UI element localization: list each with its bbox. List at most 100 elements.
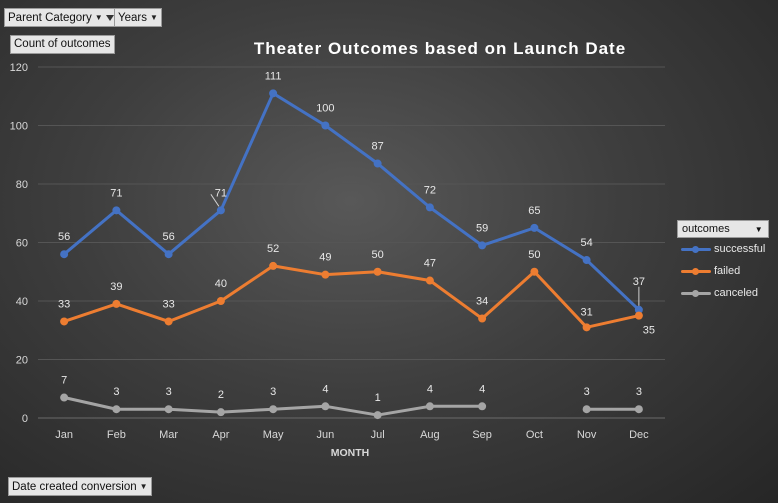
data-label-successful: 100 (316, 103, 334, 115)
axis-field-label: Date created conversion (12, 481, 137, 493)
data-label-canceled: 3 (636, 386, 642, 398)
x-tick-label: Feb (107, 429, 126, 441)
data-point-successful (60, 250, 69, 259)
legend-marker (692, 290, 699, 297)
y-tick-label: 60 (16, 238, 28, 250)
data-point-failed (425, 276, 434, 285)
x-tick-label: Jan (55, 429, 73, 441)
data-label-successful: 56 (58, 231, 70, 243)
data-point-successful (216, 206, 225, 215)
y-tick-label: 0 (22, 413, 28, 425)
data-label-failed: 47 (424, 258, 436, 270)
legend-label: failed (714, 265, 741, 277)
dropdown-arrow-icon: ▼ (139, 482, 148, 491)
data-point-successful (269, 89, 278, 98)
legend-item-failed[interactable]: failed (677, 260, 777, 282)
legend-item-successful[interactable]: successful (677, 238, 777, 260)
data-point-canceled (582, 405, 591, 414)
legend-item-canceled[interactable]: canceled (677, 282, 777, 304)
data-label-failed: 40 (215, 278, 227, 290)
data-label-canceled: 2 (218, 389, 224, 401)
data-point-successful (634, 305, 643, 314)
data-label-successful: 72 (424, 184, 436, 196)
legend-title: outcomes (682, 223, 730, 235)
years-filter-button[interactable]: Years ▼ (114, 8, 162, 27)
value-field-button[interactable]: Count of outcomes (10, 35, 115, 54)
legend-marker (692, 246, 699, 253)
data-point-canceled (373, 411, 382, 420)
axis-field-button[interactable]: Date created conversion ▼ (8, 477, 152, 496)
data-label-failed: 31 (581, 306, 593, 318)
data-point-canceled (425, 402, 434, 411)
data-point-successful (321, 121, 330, 130)
data-point-canceled (634, 405, 643, 414)
y-tick-label: 40 (16, 296, 28, 308)
data-label-successful: 59 (476, 222, 488, 234)
data-label-failed: 39 (110, 281, 122, 293)
data-point-failed (373, 267, 382, 276)
data-point-failed (321, 270, 330, 279)
x-tick-label: Sep (472, 429, 492, 441)
filter-funnel-icon (105, 15, 114, 21)
data-label-failed: 33 (163, 298, 175, 310)
data-point-canceled (164, 405, 173, 414)
gridlines (38, 66, 665, 419)
dropdown-arrow-icon: ▼ (94, 13, 103, 22)
chart-title: Theater Outcomes based on Launch Date (254, 39, 626, 58)
legend-label: successful (714, 243, 766, 255)
series-line-successful (62, 91, 641, 312)
data-label-successful: 71 (215, 187, 227, 199)
data-point-failed (478, 314, 487, 323)
series-line-failed (62, 264, 641, 329)
parent-category-label: Parent Category (8, 12, 92, 24)
legend: outcomes ▼ successful failed canceled (677, 220, 777, 304)
x-tick-label: Aug (420, 429, 440, 441)
data-point-canceled (478, 402, 487, 411)
parent-category-filter-button[interactable]: Parent Category ▼ (4, 8, 118, 27)
data-point-canceled (216, 408, 225, 417)
legend-filter-button[interactable]: outcomes ▼ (677, 220, 769, 238)
data-label-failed: 50 (372, 249, 384, 261)
dropdown-arrow-icon: ▼ (754, 225, 763, 234)
data-label-failed: 50 (528, 249, 540, 261)
data-point-failed (164, 317, 173, 326)
data-label-failed: 52 (267, 243, 279, 255)
data-label-canceled: 3 (113, 386, 119, 398)
data-point-failed (582, 323, 591, 332)
data-point-failed (530, 267, 539, 276)
data-label-canceled: 7 (61, 375, 67, 387)
data-point-successful (478, 241, 487, 250)
data-label-canceled: 1 (375, 392, 381, 404)
x-tick-label: May (263, 429, 284, 441)
data-label-failed: 49 (319, 252, 331, 264)
data-point-failed (269, 261, 278, 270)
data-label-canceled: 3 (584, 386, 590, 398)
series-lines (60, 89, 643, 420)
x-tick-label: Nov (577, 429, 597, 441)
data-label-successful: 71 (110, 187, 122, 199)
y-tick-label: 20 (16, 355, 28, 367)
data-point-canceled (112, 405, 121, 414)
x-tick-label: Oct (526, 429, 543, 441)
y-tick-label: 80 (16, 179, 28, 191)
data-point-successful (530, 223, 539, 232)
data-point-successful (112, 206, 121, 215)
y-tick-label: 100 (10, 121, 28, 133)
data-label-failed: 34 (476, 296, 488, 308)
value-field-label: Count of outcomes (14, 38, 111, 50)
x-tick-label: Jul (371, 429, 385, 441)
y-tick-label: 120 (10, 62, 28, 74)
x-tick-label: Dec (629, 429, 649, 441)
legend-marker (692, 268, 699, 275)
data-label-failed: 33 (58, 298, 70, 310)
data-label-failed: 35 (643, 325, 655, 337)
data-label-canceled: 4 (322, 383, 328, 395)
data-point-successful (582, 256, 591, 265)
legend-label: canceled (714, 287, 759, 299)
data-point-failed (60, 317, 69, 326)
data-point-failed (216, 297, 225, 305)
data-point-canceled (269, 405, 278, 414)
